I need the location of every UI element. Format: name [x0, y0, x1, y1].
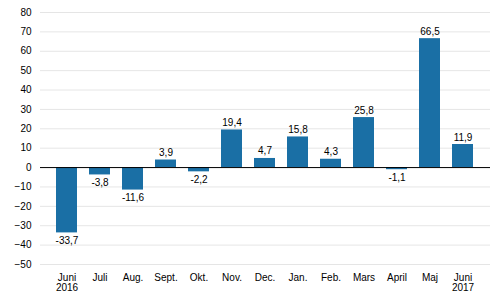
svg-text:Juli: Juli: [92, 272, 107, 283]
svg-text:−20: −20: [15, 201, 32, 212]
svg-text:-33,7: -33,7: [56, 235, 79, 246]
svg-text:−30: −30: [15, 220, 32, 231]
svg-text:10: 10: [20, 142, 32, 153]
svg-text:Dec.: Dec.: [255, 272, 276, 283]
svg-text:Okt.: Okt.: [190, 272, 208, 283]
svg-text:April: April: [387, 272, 407, 283]
svg-text:25,8: 25,8: [354, 105, 374, 116]
svg-text:11,9: 11,9: [454, 132, 473, 143]
svg-text:-11,6: -11,6: [122, 192, 144, 203]
svg-text:Jan.: Jan.: [289, 272, 308, 283]
svg-text:50: 50: [20, 65, 32, 76]
svg-text:19,4: 19,4: [222, 117, 242, 128]
svg-text:-2,2: -2,2: [190, 174, 208, 185]
svg-text:4,7: 4,7: [258, 145, 272, 156]
svg-text:Aug.: Aug.: [123, 272, 144, 283]
svg-text:15,8: 15,8: [288, 124, 308, 135]
svg-text:−40: −40: [15, 239, 32, 250]
svg-text:70: 70: [20, 26, 32, 37]
svg-text:Sept.: Sept.: [154, 272, 177, 283]
svg-text:3,9: 3,9: [159, 147, 173, 158]
svg-text:-1,1: -1,1: [388, 172, 406, 183]
svg-text:Maj: Maj: [422, 272, 438, 283]
svg-text:Nov.: Nov.: [222, 272, 242, 283]
svg-text:66,5: 66,5: [420, 26, 440, 37]
svg-text:−10: −10: [15, 181, 32, 192]
svg-text:20: 20: [20, 123, 32, 134]
svg-text:4,3: 4,3: [324, 146, 338, 157]
svg-text:−50: −50: [15, 259, 32, 270]
svg-text:80: 80: [20, 7, 32, 18]
svg-text:40: 40: [20, 84, 32, 95]
svg-text:30: 30: [20, 104, 32, 115]
svg-text:0: 0: [26, 162, 32, 173]
svg-text:Mars: Mars: [353, 272, 375, 283]
svg-text:Feb.: Feb.: [321, 272, 341, 283]
svg-text:Juni2016: Juni2016: [56, 272, 79, 293]
svg-text:Juni2017: Juni2017: [452, 272, 475, 293]
svg-text:60: 60: [20, 45, 32, 56]
svg-text:-3,8: -3,8: [91, 177, 109, 188]
